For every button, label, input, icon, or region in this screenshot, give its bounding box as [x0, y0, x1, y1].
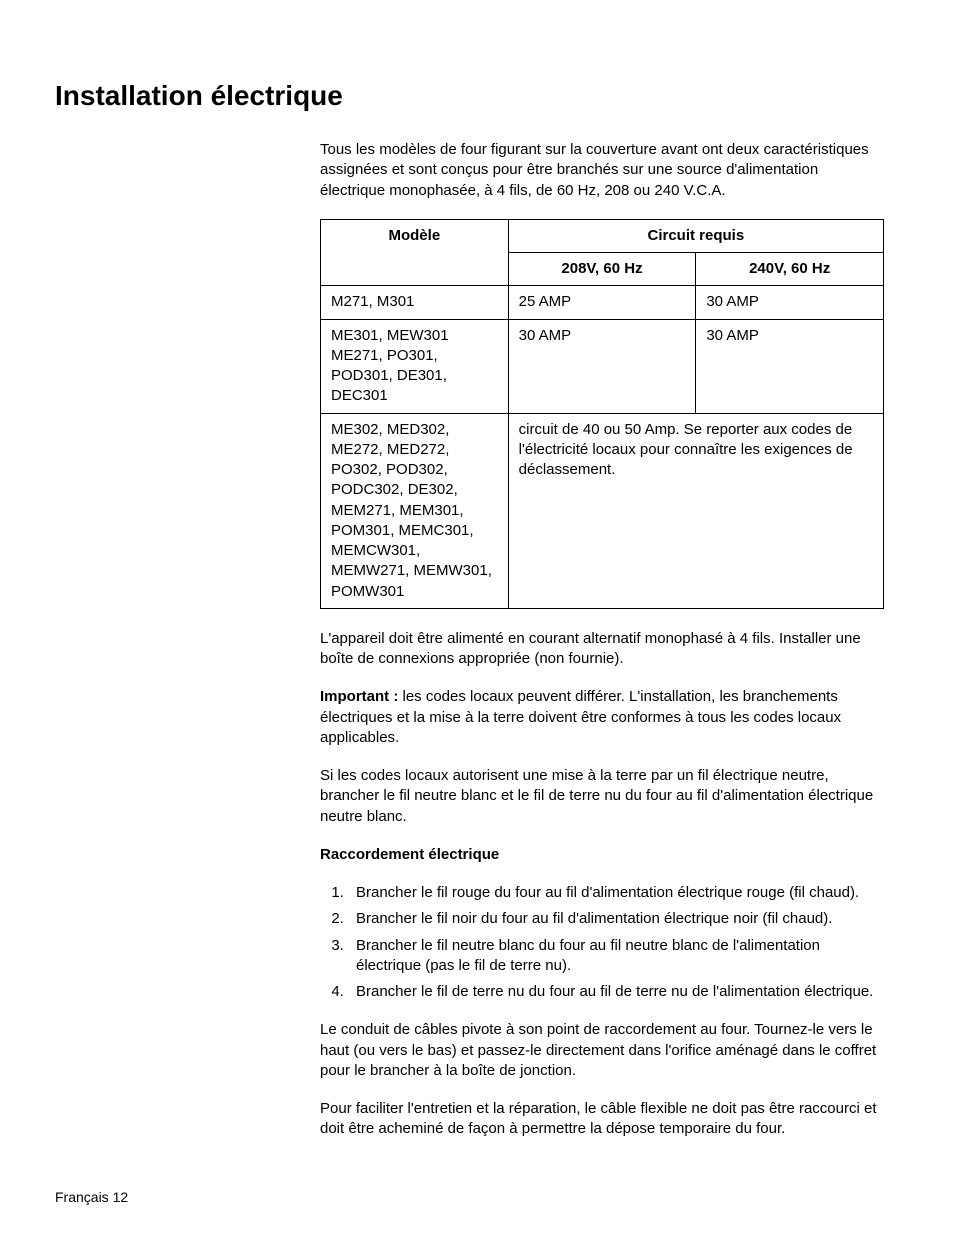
cell-240: 30 AMP [696, 286, 884, 319]
content-block: Tous les modèles de four figurant sur la… [320, 140, 884, 1140]
page-title: Installation électrique [55, 80, 884, 112]
list-item: Brancher le fil neutre blanc du four au … [348, 936, 884, 977]
subheader-240: 240V, 60 Hz [696, 253, 884, 286]
list-item: Brancher le fil rouge du four au fil d'a… [348, 883, 884, 903]
page-footer: Français 12 [55, 1189, 128, 1205]
header-model: Modèle [321, 219, 509, 286]
table-row: ME301, MEW301 ME271, PO301, POD301, DE30… [321, 319, 884, 413]
neutre-paragraph: Si les codes locaux autorisent une mise … [320, 766, 884, 827]
table-row: ME302, MED302, ME272, MED272, PO302, POD… [321, 413, 884, 608]
cell-model: ME301, MEW301 ME271, PO301, POD301, DE30… [321, 319, 509, 413]
list-item: Brancher le fil de terre nu du four au f… [348, 982, 884, 1002]
flex-paragraph: Pour faciliter l'entretien et la réparat… [320, 1099, 884, 1140]
page: Installation électrique Tous les modèles… [0, 0, 954, 1235]
after-table-paragraph: L'appareil doit être alimenté en courant… [320, 629, 884, 670]
section-heading: Raccordement électrique [320, 845, 884, 865]
cell-model: M271, M301 [321, 286, 509, 319]
cell-240: 30 AMP [696, 319, 884, 413]
cell-model: ME302, MED302, ME272, MED272, PO302, POD… [321, 413, 509, 608]
table-row: M271, M301 25 AMP 30 AMP [321, 286, 884, 319]
cell-208: 25 AMP [508, 286, 696, 319]
important-label: Important : [320, 688, 398, 705]
circuit-table: Modèle Circuit requis 208V, 60 Hz 240V, … [320, 219, 884, 609]
important-text: les codes locaux peuvent différer. L'ins… [320, 688, 841, 746]
cell-208: 30 AMP [508, 319, 696, 413]
table-header-row: Modèle Circuit requis [321, 219, 884, 252]
list-item: Brancher le fil noir du four au fil d'al… [348, 909, 884, 929]
intro-paragraph: Tous les modèles de four figurant sur la… [320, 140, 884, 201]
header-circuit: Circuit requis [508, 219, 883, 252]
conduit-paragraph: Le conduit de câbles pivote à son point … [320, 1020, 884, 1081]
important-paragraph: Important : les codes locaux peuvent dif… [320, 687, 884, 748]
cell-merged: circuit de 40 ou 50 Amp. Se reporter aux… [508, 413, 883, 608]
subheader-208: 208V, 60 Hz [508, 253, 696, 286]
steps-list: Brancher le fil rouge du four au fil d'a… [320, 883, 884, 1002]
